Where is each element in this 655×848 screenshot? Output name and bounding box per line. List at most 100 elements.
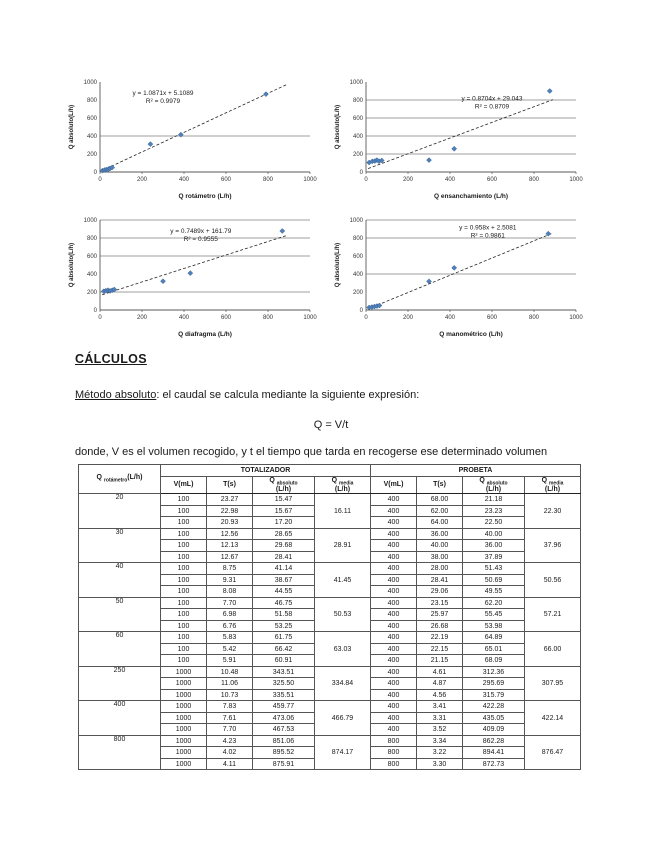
cell-tot-t: 7.61: [206, 712, 253, 725]
cell-pro-v: 400: [370, 562, 417, 575]
cell-tot-t: 10.48: [206, 666, 253, 679]
cell-pro-t: 28.00: [416, 562, 463, 575]
svg-text:Q diafragma (L/h): Q diafragma (L/h): [178, 331, 232, 338]
table-row: 1000 4.02 895.52 800 3.22 894.41: [79, 746, 581, 759]
cell-pro-t: 36.00: [416, 528, 463, 541]
cell-q-rotametro: 20: [78, 493, 161, 529]
cell-pro-v: 400: [370, 574, 417, 587]
cell-tot-qabs: 38.67: [252, 574, 315, 587]
cell-pro-qabs: 315.79: [462, 689, 525, 702]
svg-text:Q absoluto(L/h): Q absoluto(L/h): [335, 105, 341, 149]
svg-text:400: 400: [179, 315, 190, 321]
cell-tot-v: 1000: [160, 700, 207, 713]
svg-text:1000: 1000: [84, 218, 98, 224]
svg-text:200: 200: [87, 152, 98, 158]
svg-text:600: 600: [353, 116, 364, 122]
cell-tot-qabs: 895.52: [252, 746, 315, 759]
method-paragraph: Método absoluto: el caudal se calcula me…: [75, 389, 419, 401]
cell-tot-v: 1000: [160, 712, 207, 725]
chart-svg-diafragma: 0 200 400 600 800 1000 0 200 400 600 800 1000 y = 0.…: [69, 218, 317, 338]
cell-pro-v: 400: [370, 493, 417, 506]
cell-tot-qabs: 53.25: [252, 620, 315, 633]
cell-tot-qmedia: 63.03: [314, 631, 371, 667]
chart-manometrico: 0 200 400 600 800 1000 0 200 400 600 800 1000 y = 0.…: [332, 212, 588, 340]
cell-tot-v: 100: [160, 654, 207, 667]
cell-tot-t: 6.98: [206, 608, 253, 621]
cell-pro-qabs: 50.69: [462, 574, 525, 587]
cell-tot-t: 23.27: [206, 493, 253, 506]
svg-text:400: 400: [353, 272, 364, 278]
header-t: T(s): [206, 475, 253, 495]
cell-pro-t: 3.34: [416, 735, 463, 748]
cell-tot-v: 1000: [160, 758, 207, 771]
table-row: 1000 11.06 325.50 400 4.87 295.69: [79, 677, 581, 690]
table-row: 100 5.42 66.42 400 22.15 65.01: [79, 643, 581, 656]
cell-tot-qabs: 467.53: [252, 723, 315, 736]
cell-pro-qabs: 40.00: [462, 528, 525, 541]
cell-tot-t: 7.70: [206, 723, 253, 736]
cell-q-rotametro: 30: [78, 527, 161, 564]
formula: Q = V/t: [313, 419, 349, 431]
cell-pro-qabs: 49.55: [462, 585, 525, 598]
results-table: Q rotámetro(L/h) TOTALIZADOR PROBETA V(mL) T…: [78, 463, 581, 771]
cell-pro-qabs: 409.09: [462, 723, 525, 736]
cell-tot-qabs: 851.06: [252, 735, 315, 748]
cell-pro-qabs: 51.43: [462, 562, 525, 575]
cell-pro-t: 3.41: [416, 700, 463, 713]
cell-tot-v: 100: [160, 493, 207, 506]
svg-text:200: 200: [137, 315, 148, 321]
cell-pro-t: 25.97: [416, 608, 463, 621]
svg-text:200: 200: [403, 315, 414, 321]
svg-text:800: 800: [529, 177, 540, 183]
cell-pro-t: 3.52: [416, 723, 463, 736]
cell-tot-qabs: 28.41: [252, 551, 315, 564]
svg-text:400: 400: [87, 272, 98, 278]
cell-tot-qabs: 41.14: [252, 562, 315, 575]
cell-pro-qabs: 53.98: [462, 620, 525, 633]
cell-pro-v: 400: [370, 620, 417, 633]
cell-pro-v: 400: [370, 677, 417, 690]
table-row: 1000 7.70 467.53 400 3.52 409.09: [79, 723, 581, 736]
cell-tot-qabs: 335.51: [252, 689, 315, 702]
cell-tot-qabs: 15.67: [252, 505, 315, 518]
header-t: T(s): [416, 475, 463, 495]
cell-pro-v: 800: [370, 735, 417, 748]
table-row: 100 6.76 53.25 400 26.68 53.98: [79, 620, 581, 633]
svg-text:400: 400: [179, 177, 190, 183]
cell-tot-t: 4.02: [206, 746, 253, 759]
chart-svg-manometrico: 0 200 400 600 800 1000 0 200 400 600 800 1000 y = 0.…: [335, 218, 583, 338]
cell-q-rotametro: 60: [78, 631, 161, 667]
cell-tot-v: 1000: [160, 677, 207, 690]
svg-text:800: 800: [263, 177, 274, 183]
table-row: 100 22.98 15.67 400 62.00 23.23: [79, 505, 581, 518]
cell-pro-t: 68.00: [416, 493, 463, 506]
svg-text:1000: 1000: [350, 80, 364, 86]
cell-tot-t: 4.11: [206, 758, 253, 771]
cell-tot-qabs: 17.20: [252, 516, 315, 529]
header-q-absoluto: Q absoluto (L/h): [252, 475, 315, 495]
cell-tot-qabs: 51.58: [252, 608, 315, 621]
svg-text:600: 600: [487, 315, 498, 321]
cell-tot-v: 1000: [160, 666, 207, 679]
chart-ensanchamiento: 0 200 400 600 800 1000 0 200 400 600 800 1000 y = 0.…: [332, 74, 588, 202]
cell-tot-t: 7.83: [206, 700, 253, 713]
svg-text:0: 0: [98, 315, 102, 321]
cell-pro-v: 400: [370, 505, 417, 518]
cell-q-rotametro: 800: [78, 734, 161, 771]
cell-tot-qmedia: 50.53: [314, 596, 371, 633]
cell-pro-v: 800: [370, 746, 417, 759]
cell-q-rotametro: 50: [78, 596, 161, 633]
cell-pro-t: 64.00: [416, 516, 463, 529]
header-q-media: Q media (L/h): [524, 475, 581, 495]
cell-pro-v: 400: [370, 528, 417, 541]
cell-tot-qabs: 28.65: [252, 528, 315, 541]
cell-pro-t: 22.19: [416, 631, 463, 644]
svg-text:400: 400: [445, 315, 456, 321]
table-row: 30 100 12.56 28.65 28.91 400 36.00 40.00 37.96: [78, 527, 581, 564]
cell-tot-t: 11.06: [206, 677, 253, 690]
svg-text:800: 800: [263, 315, 274, 321]
svg-text:1000: 1000: [303, 315, 317, 321]
cell-pro-v: 400: [370, 631, 417, 644]
header-q-absoluto: Q absoluto (L/h): [462, 475, 525, 495]
cell-pro-qabs: 295.69: [462, 677, 525, 690]
